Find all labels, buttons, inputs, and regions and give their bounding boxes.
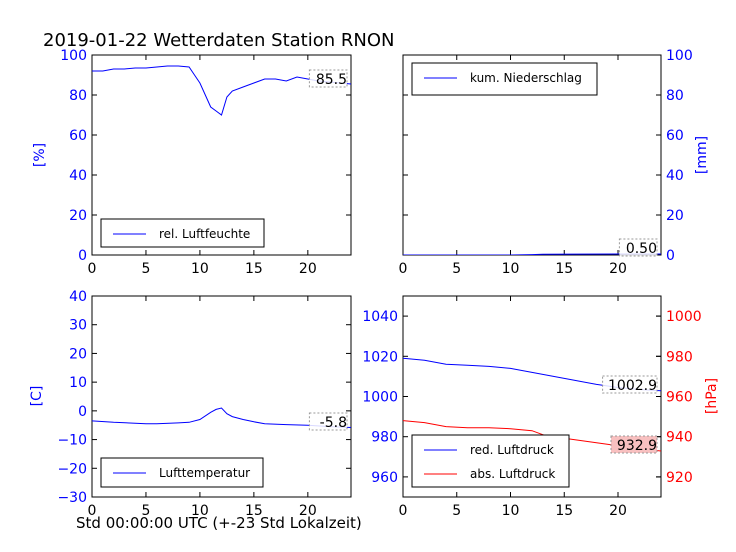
y-tick-label: 960 [371,470,398,486]
y-tick-label: −30 [57,490,87,506]
y-tick-label: 1000 [362,390,398,406]
x-tick-label: 10 [191,261,209,277]
legend: kum. Niederschlag [411,62,598,96]
legend: red. Luftdruck abs. Luftdruck [411,434,570,488]
last-value-box [602,375,658,394]
y-axis-label: [mm] [694,136,710,174]
y-tick-label: 60 [69,128,87,144]
last-value-box [618,238,658,257]
chart-title: 2019-01-22 Wetterdaten Station RNON [43,30,395,51]
x-tick-label: 20 [299,503,317,519]
legend-box [411,434,570,488]
y-tick-label-right: 1000 [666,309,702,325]
x-tick-label: 15 [245,503,263,519]
x-tick-label: 5 [141,261,150,277]
x-tick-label: 0 [88,503,97,519]
legend-label: kum. Niederschlag [470,71,582,85]
x-tick-label: 5 [141,503,150,519]
last-value-label: -5.8 [320,415,347,431]
series-line-1 [92,65,351,116]
y-tick-label-right: 960 [666,390,693,406]
x-tick-label: 5 [452,503,461,519]
x-tick-label: 20 [609,503,627,519]
legend-box [411,62,598,96]
series-line-1 [92,407,351,428]
y-tick-label: 10 [69,375,87,391]
last-value-label-right: 932.9 [617,438,657,454]
x-tick-label: 10 [502,503,520,519]
legend: rel. Luftfeuchte [100,218,265,248]
x-tick-label: 15 [555,261,573,277]
y-tick-label: 1020 [362,349,398,365]
y-tick-label: −20 [57,461,87,477]
series-line-1 [403,253,661,255]
legend-box [100,218,265,248]
chart-panel-3: 0 5 10 15 20 −30 −20 −10 0 10 20 30 40 [C] -5.8 Lufttem… [29,289,352,519]
y-tick-label: 60 [666,128,684,144]
x-tick-label: 20 [609,261,627,277]
y-tick-label: 100 [60,48,87,64]
x-tick-label: 15 [245,261,263,277]
last-value-label: 85.5 [316,72,347,88]
y-tick-label: 30 [69,318,87,334]
y-tick-label: −10 [57,433,87,449]
legend-label: red. Luftdruck [470,443,554,457]
last-value-box [308,69,348,88]
y-tick-label: 20 [666,208,684,224]
y-tick-label: 40 [69,289,87,305]
y-tick-label-right: 980 [666,349,693,365]
y-tick-label: 80 [666,88,684,104]
y-tick-label-right: 940 [666,430,693,446]
x-tick-label: 0 [399,261,408,277]
y-tick-label: 40 [666,168,684,184]
legend-label: abs. Luftdruck [470,467,555,481]
chart-panel-4: 0 5 10 15 20 960 980 1000 1020 1040 920 940 960 980 10… [362,295,720,519]
legend: Lufttemperatur [100,457,264,488]
last-value-label: 0.50 [626,241,657,257]
x-tick-label: 15 [555,503,573,519]
y-tick-label-right: 920 [666,470,693,486]
x-tick-label: 5 [452,261,461,277]
y-tick-label: 80 [69,88,87,104]
x-tick-label: 10 [502,261,520,277]
legend-label: Lufttemperatur [159,466,250,480]
y-tick-label: 0 [78,404,87,420]
y-axis-label: [%] [32,143,48,167]
x-axis-label: Std 00:00:00 UTC (+-23 Std Lokalzeit) [76,514,362,532]
y-tick-label: 40 [69,168,87,184]
legend-label: rel. Luftfeuchte [159,227,250,241]
chart-panel-2: 0 5 10 15 20 0 20 40 60 80 100 [mm] 0.50 kum. Nieders… [399,48,710,277]
x-tick-label: 0 [88,261,97,277]
y-tick-label: 100 [666,48,693,64]
y-tick-label: 0 [78,248,87,264]
last-value-box-right [610,435,658,454]
last-value-label: 1002.9 [608,378,657,394]
y-tick-label: 20 [69,208,87,224]
x-tick-label: 10 [191,503,209,519]
last-value-box [308,412,348,431]
x-tick-label: 0 [399,503,408,519]
y-tick-label: 0 [666,248,675,264]
y-axis-label: [C] [29,386,45,407]
y-tick-label: 20 [69,346,87,362]
y-axis-label-right: [hPa] [704,378,720,414]
x-tick-label: 20 [299,261,317,277]
chart-panel-1: 0 5 10 15 20 0 20 40 60 80 100 [%] 85.5 rel. Luftfeuc… [32,48,352,277]
y-tick-label: 980 [371,430,398,446]
y-tick-label: 1040 [362,309,398,325]
